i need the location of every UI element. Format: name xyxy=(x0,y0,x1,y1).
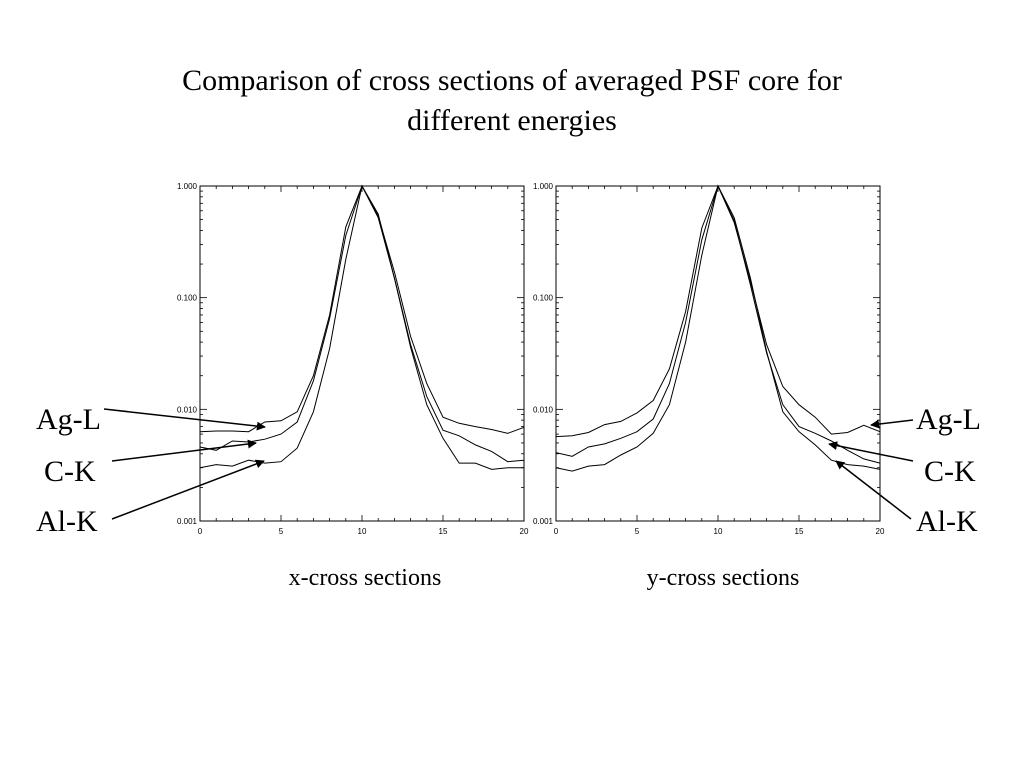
slide-title-line-1: Comparison of cross sections of averaged… xyxy=(182,64,842,97)
arrow-ag-l-left xyxy=(103,408,266,431)
arrow-al-k-right xyxy=(835,460,912,520)
y-y-tick-label: 0.010 xyxy=(533,405,554,414)
left-label-al-k: Al-K xyxy=(36,505,98,538)
x-y-tick-label: 0.010 xyxy=(177,405,198,414)
left-label-ag-l: Ag-L xyxy=(36,403,101,436)
left-label-c-k: C-K xyxy=(44,455,96,488)
arrow-c-k-left xyxy=(111,439,257,462)
y-x-tick-label: 20 xyxy=(876,527,885,536)
right-label-ag-l: Ag-L xyxy=(916,403,981,436)
x-series-c-k xyxy=(199,184,525,463)
x-series-al-k xyxy=(199,184,524,470)
arrow-ag-l-right xyxy=(870,419,914,429)
y-x-tick-label: 5 xyxy=(635,527,640,536)
y-cross-sections-caption: y-cross sections xyxy=(646,565,800,591)
y-plot-frame xyxy=(555,185,881,522)
x-x-tick-label: 20 xyxy=(520,527,529,536)
x-x-tick-label: 15 xyxy=(439,527,448,536)
y-series-al-k xyxy=(555,184,881,472)
right-label-al-k: Al-K xyxy=(916,505,978,538)
x-y-tick-label: 0.100 xyxy=(177,294,198,303)
series-label-arrows xyxy=(103,408,914,520)
y-x-tick-label: 10 xyxy=(714,527,723,536)
right-label-c-k: C-K xyxy=(924,455,976,488)
x-y-tick-label: 1.000 xyxy=(177,182,198,191)
y-y-tick-label: 0.100 xyxy=(533,294,554,303)
y-x-tick-label: 0 xyxy=(554,527,559,536)
arrow-al-k-left xyxy=(111,459,265,520)
y-y-tick-label: 1.000 xyxy=(533,182,554,191)
slide-title-line-2: different energies xyxy=(407,104,617,137)
x-plot-frame xyxy=(199,185,525,522)
y-series-c-k xyxy=(555,184,881,464)
x-y-tick-label: 0.001 xyxy=(177,517,198,526)
x-x-tick-label: 0 xyxy=(198,527,203,536)
arrow-c-k-right xyxy=(828,441,914,462)
y-x-tick-label: 15 xyxy=(795,527,804,536)
y-cross-section-plot: 0 5 10 15 20 0.001 0.010 0.100 1.000 xyxy=(533,182,885,536)
x-cross-section-plot: 0 5 10 15 20 0.001 0.010 0.100 1.000 xyxy=(177,182,529,536)
y-y-tick-label: 0.001 xyxy=(533,517,554,526)
x-x-tick-label: 10 xyxy=(358,527,367,536)
y-series-ag-l xyxy=(555,184,881,438)
x-series-ag-l xyxy=(199,184,525,434)
x-cross-sections-caption: x-cross sections xyxy=(288,565,442,591)
x-x-tick-label: 5 xyxy=(279,527,284,536)
